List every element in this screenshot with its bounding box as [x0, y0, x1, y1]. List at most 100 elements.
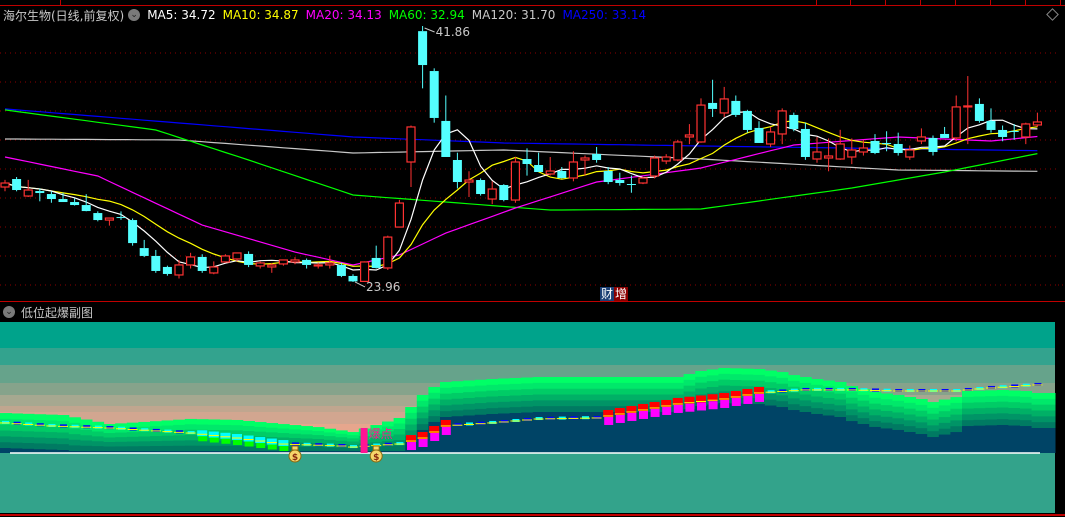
mountain-layer	[115, 446, 128, 452]
candle-body-down	[882, 142, 892, 144]
mountain-layer	[266, 427, 279, 433]
candlestick-chart[interactable]: 41.86 23.96	[0, 0, 1065, 302]
mountain-layer	[834, 393, 847, 400]
candle-body-up	[649, 157, 660, 177]
mountain-layer	[231, 419, 244, 426]
signal-line-segment	[591, 417, 602, 419]
signal-flat-dash	[13, 421, 21, 425]
mountain-layer	[22, 442, 35, 450]
mountain-base	[625, 412, 638, 453]
signal-line-segment	[475, 423, 486, 425]
candle-body-down	[128, 220, 138, 244]
sub-panel-header: ⌄ 低位起爆副图	[3, 304, 93, 320]
mountain-layer	[764, 388, 777, 395]
mountain-base	[405, 442, 418, 453]
sub-background-band	[0, 424, 1055, 453]
mountain-layer	[10, 436, 23, 444]
mountain-layer	[10, 425, 23, 432]
mountain-layer	[614, 382, 627, 390]
candle-body-down	[244, 253, 254, 265]
sub-background-band	[0, 406, 1055, 412]
financial-tag[interactable]: 财 增	[600, 287, 629, 301]
mountain-layer	[625, 382, 638, 390]
mountain-layer	[950, 402, 963, 410]
mountain-base	[579, 412, 592, 453]
tag-right: 增	[614, 287, 629, 301]
mountain-layer	[440, 381, 453, 389]
mountain-layer	[880, 405, 893, 412]
mountain-layer	[857, 412, 870, 419]
panel-divider[interactable]	[0, 301, 1065, 302]
mountain-layer	[614, 406, 627, 413]
chevron-down-icon[interactable]: ⌄	[3, 306, 15, 318]
candle-body-up	[186, 256, 196, 266]
mountain-layer	[764, 370, 777, 377]
mountain-layer	[799, 406, 812, 413]
mountain-layer	[22, 437, 35, 444]
mountain-layer	[126, 427, 139, 433]
mountain-layer	[45, 437, 58, 445]
tag-left: 财	[600, 287, 615, 301]
mountain-layer	[184, 440, 197, 447]
mountain-layer	[521, 400, 534, 408]
candle-body-up	[765, 131, 776, 145]
mountain-layer	[996, 419, 1009, 426]
mountain-layer	[822, 392, 835, 399]
mountain-layer	[857, 400, 870, 408]
mountain-base	[730, 403, 743, 453]
mountain-layer	[579, 394, 592, 401]
mountain-layer	[846, 391, 859, 399]
money-bag-glyph: $	[292, 453, 298, 463]
mountain-layer	[532, 382, 545, 390]
mountain-base	[718, 402, 731, 453]
mountain-base	[996, 424, 1009, 453]
mountain-base	[312, 451, 325, 453]
signal-line-segment	[139, 429, 150, 431]
mountain-layer	[799, 388, 812, 396]
mountain-layer	[486, 396, 499, 403]
mountain-base	[904, 431, 917, 453]
mountain-layer	[811, 408, 824, 415]
mountain-layer	[1031, 410, 1056, 417]
mountain-layer	[335, 440, 348, 445]
mountain-layer	[672, 377, 685, 384]
mountain-layer	[718, 373, 731, 381]
mountain-layer	[915, 428, 928, 435]
candle-body-up	[719, 98, 729, 114]
mountain-layer	[811, 396, 824, 403]
signal-line-segment	[742, 394, 753, 396]
mountain-layer	[196, 429, 209, 436]
mountain-layer	[1031, 404, 1056, 412]
mountain-layer	[834, 405, 847, 412]
candle-body-up	[510, 161, 520, 201]
signal-flat-dash	[941, 388, 949, 392]
signal-up-bar	[719, 392, 730, 400]
candle-body-up	[777, 110, 787, 135]
mountain-layer	[614, 388, 627, 396]
mountain-layer	[915, 410, 928, 418]
mountain-layer	[474, 385, 487, 392]
mountain-layer	[602, 382, 615, 390]
mountain-layer	[300, 434, 313, 440]
signal-line-segment	[626, 411, 637, 413]
signal-line-segment	[777, 390, 788, 392]
mountain-layer	[718, 391, 731, 398]
candle-body-up	[23, 189, 33, 197]
mountain-layer	[556, 388, 569, 396]
signal-line-segment	[580, 417, 590, 419]
mountain-base	[184, 451, 197, 453]
candle-body-up	[394, 202, 404, 228]
mountain-layer	[788, 375, 801, 382]
mountain-layer	[277, 437, 290, 443]
mountain-layer	[173, 445, 186, 452]
signal-flat-dash	[999, 385, 1007, 389]
mountain-layer	[173, 430, 186, 436]
mountain-layer	[498, 395, 511, 403]
mountain-layer	[822, 386, 835, 393]
candle-body-down	[708, 102, 718, 109]
signal-up-bar	[627, 412, 637, 421]
candle-body-down	[162, 266, 172, 274]
mountain-layer	[405, 418, 418, 426]
candle-body-down	[974, 103, 984, 121]
chevron-down-icon[interactable]: ⌄	[128, 9, 141, 21]
